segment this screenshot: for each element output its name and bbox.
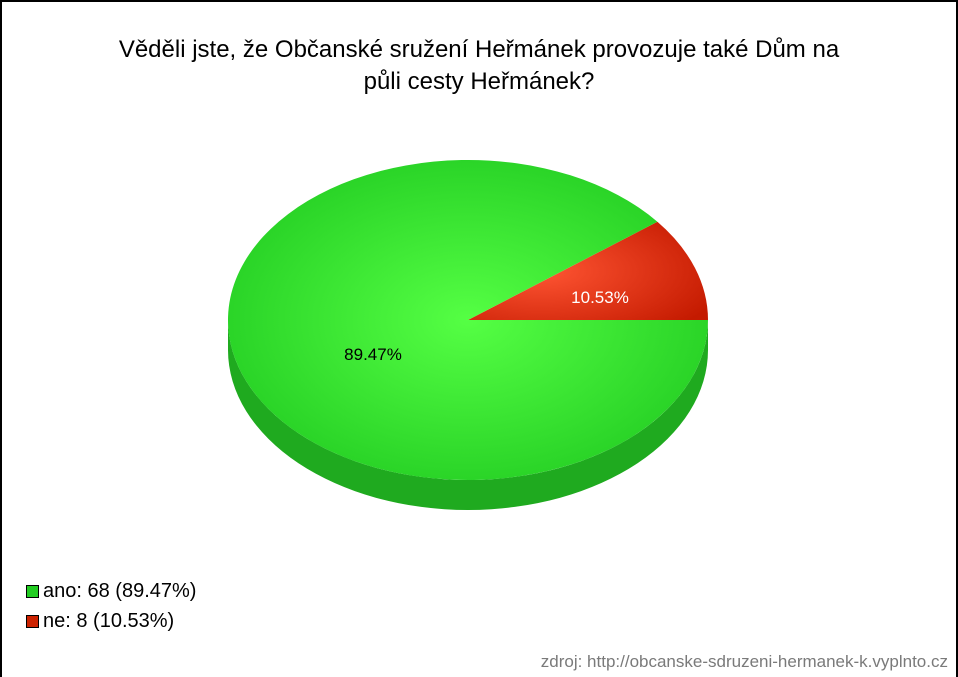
pie-side (228, 320, 708, 510)
pie-depth (228, 320, 708, 510)
source-credit: zdroj: http://obcanske-sdruzeni-hermanek… (540, 652, 948, 671)
chart-title: Věděli jste, že Občanské sružení Heřmáne… (118, 36, 840, 95)
pie-label-ano: 89.47% (344, 345, 402, 364)
legend-label-ne: ne: 8 (10.53%) (43, 610, 175, 632)
legend-swatch-ano (26, 584, 39, 598)
legend-item-ano: ano: 68 (89.47%) (26, 576, 196, 606)
legend-label-ano: ano: 68 (89.47%) (43, 580, 197, 602)
pie-top (228, 159, 709, 480)
pie-labels: 89.47% 10.53% (344, 288, 629, 364)
legend-swatch-ne (26, 614, 39, 628)
legend-item-ne: ne: 8 (10.53%) (26, 606, 196, 636)
pie-label-ne: 10.53% (571, 288, 629, 307)
pie-slice-ano (228, 159, 709, 480)
legend: ano: 68 (89.47%) ne: 8 (10.53%) (26, 576, 196, 636)
pie-slice-ne (468, 221, 708, 320)
